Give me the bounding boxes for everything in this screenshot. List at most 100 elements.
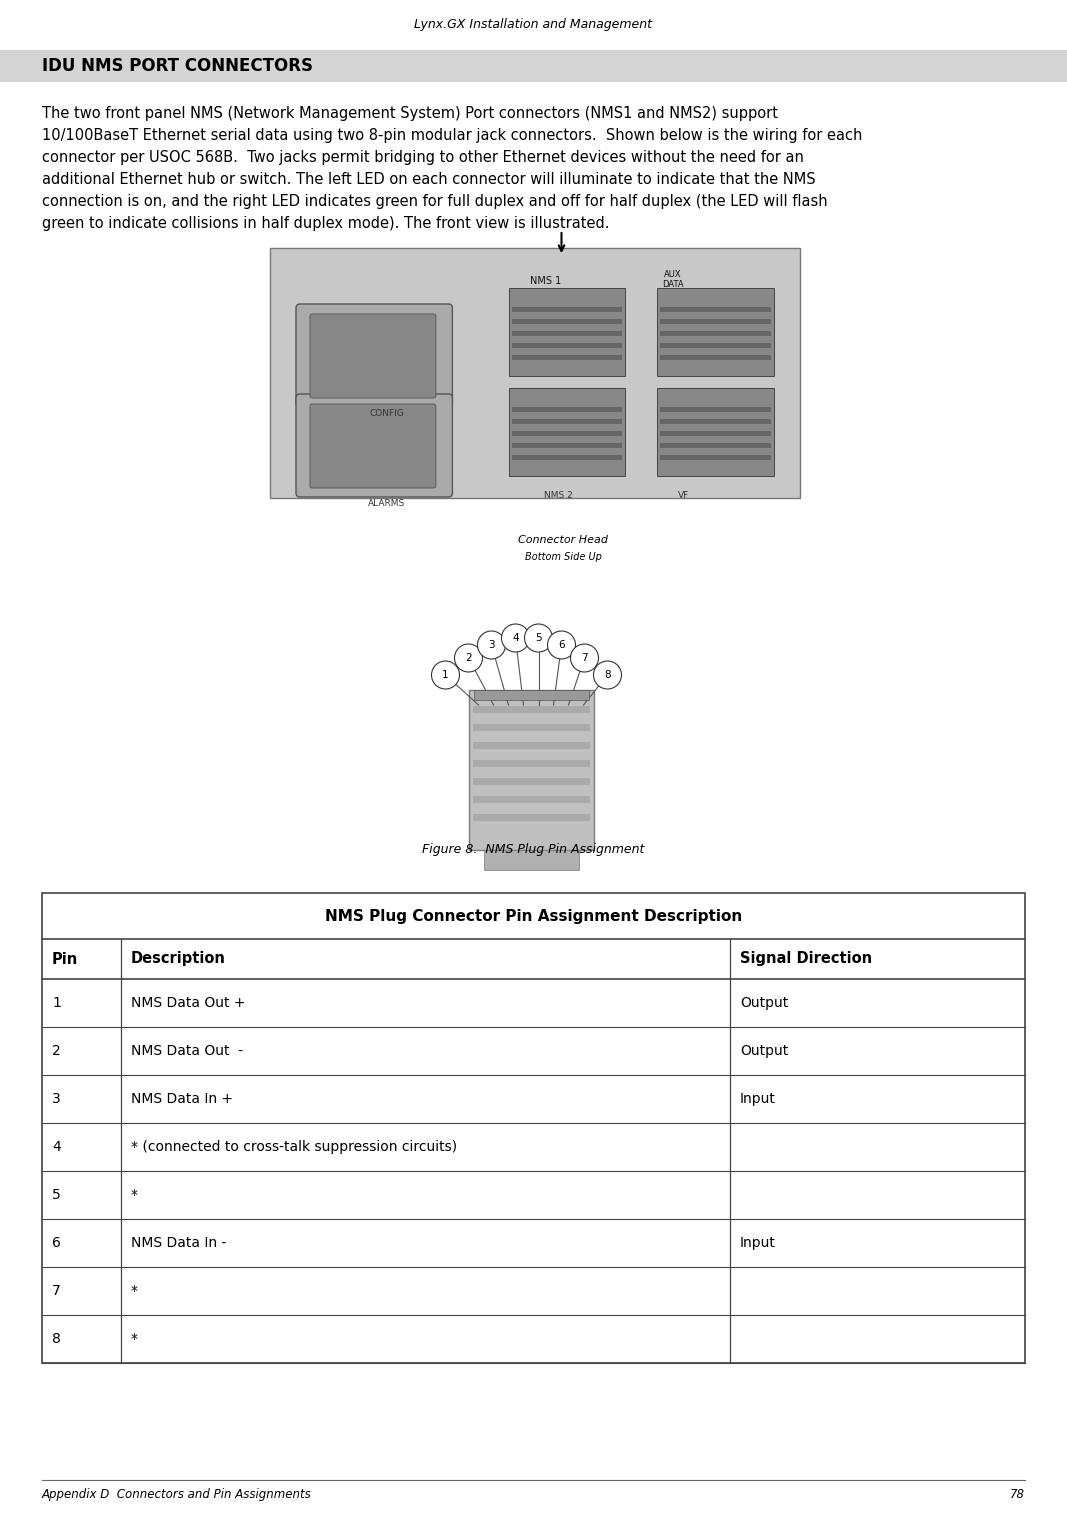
Text: NMS 1: NMS 1 — [530, 276, 561, 286]
Text: VF: VF — [678, 491, 689, 500]
Bar — [474, 689, 589, 700]
Text: 2: 2 — [52, 1044, 61, 1057]
Text: additional Ethernet hub or switch. The left LED on each connector will illuminat: additional Ethernet hub or switch. The l… — [42, 173, 815, 186]
Text: 2: 2 — [465, 653, 472, 664]
Bar — [511, 430, 622, 436]
Text: 8: 8 — [604, 670, 610, 680]
Text: 78: 78 — [1010, 1488, 1025, 1501]
Bar — [473, 706, 589, 714]
Bar — [42, 892, 1025, 1364]
Bar — [659, 320, 770, 324]
Bar — [0, 50, 1067, 82]
Bar — [473, 795, 589, 803]
Bar — [659, 442, 770, 448]
Text: 6: 6 — [558, 639, 564, 650]
Text: Figure 8.  NMS Plug Pin Assignment: Figure 8. NMS Plug Pin Assignment — [423, 842, 644, 856]
Text: 6: 6 — [52, 1236, 61, 1250]
Bar — [473, 724, 589, 732]
Circle shape — [431, 661, 460, 689]
Circle shape — [501, 624, 529, 651]
Bar — [511, 308, 622, 312]
FancyBboxPatch shape — [657, 288, 774, 376]
Text: *: * — [130, 1188, 138, 1201]
Bar — [511, 330, 622, 336]
Bar — [659, 308, 770, 312]
Text: NMS 2: NMS 2 — [544, 491, 573, 500]
Bar — [659, 420, 770, 424]
Text: NMS Data In -: NMS Data In - — [130, 1236, 226, 1250]
Text: 10/100BaseT Ethernet serial data using two 8-pin modular jack connectors.  Shown: 10/100BaseT Ethernet serial data using t… — [42, 127, 862, 142]
Text: Connector Head: Connector Head — [519, 535, 608, 545]
Text: Bottom Side Up: Bottom Side Up — [525, 551, 602, 562]
Bar — [511, 355, 622, 361]
Text: 7: 7 — [52, 1285, 61, 1298]
Text: green to indicate collisions in half duplex mode). The front view is illustrated: green to indicate collisions in half dup… — [42, 217, 609, 230]
Bar — [473, 761, 589, 767]
Text: Output: Output — [740, 995, 789, 1011]
Bar — [511, 408, 622, 412]
FancyBboxPatch shape — [468, 689, 593, 850]
Text: Input: Input — [740, 1092, 776, 1106]
Bar — [659, 342, 770, 348]
Text: Input: Input — [740, 1236, 776, 1250]
Bar — [659, 430, 770, 436]
Text: Output: Output — [740, 1044, 789, 1057]
Text: 4: 4 — [512, 633, 519, 642]
Text: NMS Data Out  -: NMS Data Out - — [130, 1044, 243, 1057]
FancyBboxPatch shape — [509, 388, 625, 476]
Text: 4: 4 — [52, 1139, 61, 1154]
Text: NMS Data In +: NMS Data In + — [130, 1092, 233, 1106]
FancyBboxPatch shape — [296, 394, 452, 497]
Bar — [659, 408, 770, 412]
Bar — [511, 420, 622, 424]
Text: NMS Data Out +: NMS Data Out + — [130, 995, 245, 1011]
Bar — [270, 248, 800, 498]
Bar — [511, 454, 622, 461]
Circle shape — [455, 644, 482, 673]
Circle shape — [547, 632, 575, 659]
Text: connector per USOC 568B.  Two jacks permit bridging to other Ethernet devices wi: connector per USOC 568B. Two jacks permi… — [42, 150, 803, 165]
Text: Appendix D  Connectors and Pin Assignments: Appendix D Connectors and Pin Assignment… — [42, 1488, 312, 1501]
Text: 5: 5 — [52, 1188, 61, 1201]
Text: 1: 1 — [442, 670, 449, 680]
Text: ALARMS: ALARMS — [368, 498, 405, 508]
Bar — [511, 320, 622, 324]
Bar — [473, 814, 589, 821]
Text: Description: Description — [130, 951, 225, 967]
Text: CONFIG: CONFIG — [369, 409, 404, 418]
Circle shape — [478, 632, 506, 659]
FancyBboxPatch shape — [296, 305, 452, 408]
Circle shape — [593, 661, 621, 689]
Bar — [659, 454, 770, 461]
FancyBboxPatch shape — [310, 405, 436, 488]
Bar — [659, 355, 770, 361]
Bar — [511, 442, 622, 448]
Text: 1: 1 — [52, 995, 61, 1011]
Text: 8: 8 — [52, 1332, 61, 1345]
Text: * (connected to cross-talk suppression circuits): * (connected to cross-talk suppression c… — [130, 1139, 457, 1154]
Bar — [511, 342, 622, 348]
Text: Signal Direction: Signal Direction — [740, 951, 872, 967]
Text: Pin: Pin — [52, 951, 78, 967]
Text: connection is on, and the right LED indicates green for full duplex and off for : connection is on, and the right LED indi… — [42, 194, 828, 209]
Circle shape — [571, 644, 599, 673]
Text: 3: 3 — [52, 1092, 61, 1106]
Bar — [659, 330, 770, 336]
FancyBboxPatch shape — [310, 314, 436, 398]
Text: *: * — [130, 1285, 138, 1298]
Text: 3: 3 — [489, 639, 495, 650]
Circle shape — [525, 624, 553, 651]
Text: NMS Plug Connector Pin Assignment Description: NMS Plug Connector Pin Assignment Descri… — [324, 909, 743, 924]
Bar — [473, 779, 589, 785]
FancyBboxPatch shape — [657, 388, 774, 476]
FancyBboxPatch shape — [483, 850, 578, 870]
Text: 5: 5 — [536, 633, 542, 642]
Text: 7: 7 — [582, 653, 588, 664]
Text: The two front panel NMS (Network Management System) Port connectors (NMS1 and NM: The two front panel NMS (Network Managem… — [42, 106, 778, 121]
Text: IDU NMS PORT CONNECTORS: IDU NMS PORT CONNECTORS — [42, 58, 313, 76]
Text: AUX
DATA: AUX DATA — [662, 270, 684, 289]
Text: Lynx.GX Installation and Management: Lynx.GX Installation and Management — [414, 18, 653, 30]
Bar — [473, 742, 589, 748]
Text: *: * — [130, 1332, 138, 1345]
FancyBboxPatch shape — [509, 288, 625, 376]
